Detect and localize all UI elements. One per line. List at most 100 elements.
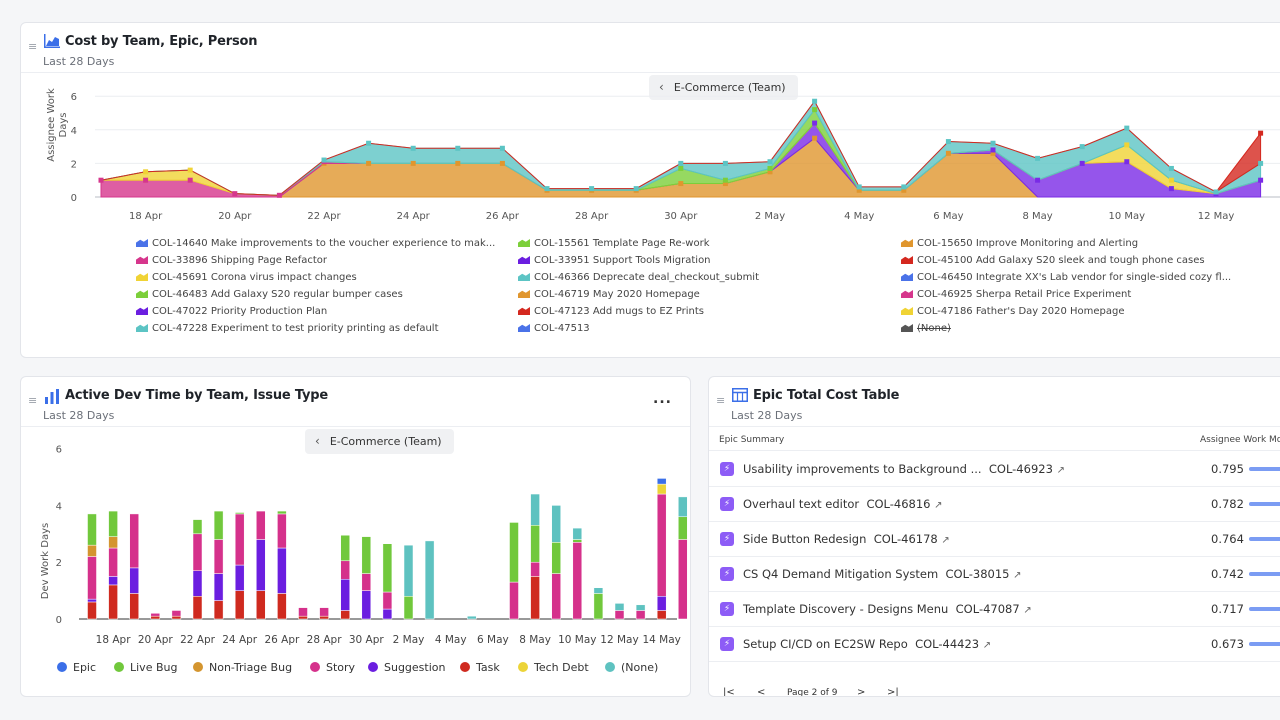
legend-item[interactable]: Epic [57, 661, 96, 675]
external-link-icon[interactable]: ↗ [941, 535, 950, 546]
legend-item[interactable]: Suggestion [368, 661, 446, 675]
legend-item[interactable]: COL-47513 [518, 322, 590, 336]
legend-item[interactable]: Live Bug [114, 661, 177, 675]
bar-segment [87, 544, 97, 557]
external-link-icon[interactable]: ↗ [982, 640, 992, 651]
area-point [1258, 177, 1264, 183]
area-point [767, 159, 773, 165]
table-row[interactable]: ⚡ Usability improvements to Background ..… [709, 452, 1280, 487]
legend-item[interactable]: COL-47186 Father's Day 2020 Homepage [901, 305, 1125, 319]
legend-item[interactable]: COL-33896 Shipping Page Refactor [136, 254, 327, 268]
x-tick-label: 24 Apr [397, 211, 431, 222]
bar-chart: 0 2 4 6 Dev Work Days 18 Apr 20 Apr 22 Apr 24 Ap… [40, 445, 688, 646]
panel-subtitle: Last 28 Days [43, 409, 115, 422]
area-point [990, 140, 996, 146]
legend-item[interactable]: COL-14640 Make improvements to the vouch… [136, 237, 495, 251]
bar-segment [234, 564, 245, 591]
epic-key[interactable]: COL-46816 [866, 497, 931, 511]
bar-segment [530, 525, 540, 563]
legend-item[interactable]: COL-15650 Improve Monitoring and Alertin… [901, 237, 1138, 251]
legend-item[interactable]: (None) [605, 661, 658, 675]
area-legend-icon [518, 307, 530, 315]
legend-label: COL-47123 Add mugs to EZ Prints [534, 306, 704, 317]
legend-dot-icon [460, 662, 470, 672]
legend-item[interactable]: COL-15561 Template Page Re-work [518, 237, 710, 251]
legend-label: Task [476, 661, 500, 674]
prev-page-button[interactable]: < [757, 687, 766, 697]
last-page-button[interactable]: >| [887, 687, 899, 697]
epic-name[interactable]: Setup CI/CD on EC2SW Repo [743, 637, 908, 651]
y-tick-label: 4 [71, 126, 77, 137]
epic-name[interactable]: Overhaul text editor [743, 497, 860, 511]
cost-chart-panel: ≡ Cost by Team, Epic, Person Last 28 Day… [20, 22, 1280, 358]
legend-label: COL-15561 Template Page Re-work [534, 238, 710, 249]
external-link-icon[interactable]: ↗ [934, 500, 943, 511]
legend-item[interactable]: Non-Triage Bug [193, 661, 292, 675]
legend-item[interactable]: Task [460, 661, 500, 675]
area-point [945, 150, 951, 156]
pagination: |< < Page 2 of 9 > >| [709, 679, 1280, 697]
legend-item[interactable]: Tech Debt [518, 661, 589, 675]
drag-handle-icon[interactable]: ≡ [716, 394, 726, 407]
table-icon [732, 388, 748, 402]
epic-lightning-icon: ⚡ [720, 532, 734, 546]
value-bar [1249, 642, 1280, 646]
epic-key[interactable]: COL-46178 [873, 532, 938, 546]
x-tick-label: 12 May [600, 634, 638, 646]
legend-item[interactable]: COL-46483 Add Galaxy S20 regular bumper … [136, 288, 403, 302]
drag-handle-icon[interactable]: ≡ [28, 394, 38, 407]
legend-item[interactable]: COL-45100 Add Galaxy S20 sleek and tough… [901, 254, 1205, 268]
legend-item[interactable]: COL-47022 Priority Production Plan [136, 305, 327, 319]
area-point [633, 186, 639, 192]
table-row[interactable]: ⚡ CS Q4 Demand Mitigation System COL-3801… [709, 557, 1280, 592]
next-page-button[interactable]: > [857, 687, 866, 697]
legend-label: COL-47022 Priority Production Plan [152, 306, 328, 317]
x-tick-label: 2 May [393, 634, 425, 646]
epic-name[interactable]: Side Button Redesign [743, 532, 867, 546]
work-value: 0.717 [1211, 602, 1244, 616]
legend-item[interactable]: COL-47228 Experiment to test priority pr… [136, 322, 439, 336]
x-tick-label: 28 Apr [307, 634, 343, 646]
bar-segment [108, 584, 118, 620]
epic-key[interactable]: COL-47087 [955, 602, 1020, 616]
epic-lightning-icon: ⚡ [720, 462, 734, 476]
epic-name[interactable]: CS Q4 Demand Mitigation System [743, 567, 939, 581]
legend-item[interactable]: COL-46366 Deprecate deal_checkout_submit [518, 271, 759, 285]
epic-key[interactable]: COL-44423 [915, 637, 980, 651]
legend-item[interactable]: COL-46925 Sherpa Retail Price Experiment [901, 288, 1131, 302]
y-tick-label: 2 [71, 159, 77, 170]
drag-handle-icon[interactable]: ≡ [28, 40, 38, 53]
external-link-icon[interactable]: ↗ [1013, 570, 1022, 581]
legend-item[interactable]: COL-33951 Support Tools Migration [518, 254, 711, 268]
epic-key[interactable]: COL-38015 [945, 567, 1010, 581]
legend-item[interactable]: COL-45691 Corona virus impact changes [136, 271, 357, 285]
epic-key[interactable]: COL-46923 [988, 462, 1053, 476]
table-row[interactable]: ⚡ Template Discovery - Designs Menu COL-4… [709, 592, 1280, 627]
value-bar [1249, 537, 1280, 541]
table-row[interactable]: ⚡ Overhaul text editor COL-46816 ↗ 0.782 [709, 487, 1280, 522]
column-header-work[interactable]: Assignee Work Mo [1200, 435, 1280, 445]
first-page-button[interactable]: |< [723, 687, 735, 697]
team-drilldown-chip[interactable]: ‹ E-Commerce (Team) [305, 429, 454, 454]
legend-item[interactable]: COL-46450 Integrate XX's Lab vendor for … [901, 271, 1231, 285]
legend-item[interactable]: COL-47123 Add mugs to EZ Prints [518, 305, 704, 319]
area-point [232, 191, 238, 197]
bar-segment [656, 483, 667, 495]
more-options-button[interactable]: ... [653, 391, 672, 407]
area-legend-icon [901, 273, 913, 281]
value-bar [1249, 502, 1280, 506]
external-link-icon[interactable]: ↗ [1056, 465, 1065, 476]
legend-dot-icon [605, 662, 615, 672]
epic-name[interactable]: Usability improvements to Background ... [743, 462, 982, 476]
area-point [366, 140, 372, 146]
table-row[interactable]: ⚡ Side Button Redesign COL-46178 ↗ 0.764 [709, 522, 1280, 557]
external-link-icon[interactable]: ↗ [1023, 605, 1032, 616]
epic-name[interactable]: Template Discovery - Designs Menu [743, 602, 949, 616]
legend-item[interactable]: COL-46719 May 2020 Homepage [518, 288, 700, 302]
table-row[interactable]: ⚡ Setup CI/CD on EC2SW Repo COL-44423 ↗ 0.… [709, 627, 1280, 662]
column-header-epic-summary[interactable]: Epic Summary [719, 435, 785, 445]
area-legend-icon [518, 324, 530, 332]
legend-item[interactable]: Story [310, 661, 355, 675]
legend-item[interactable]: (None) [901, 322, 951, 336]
bar-segment [551, 573, 561, 620]
